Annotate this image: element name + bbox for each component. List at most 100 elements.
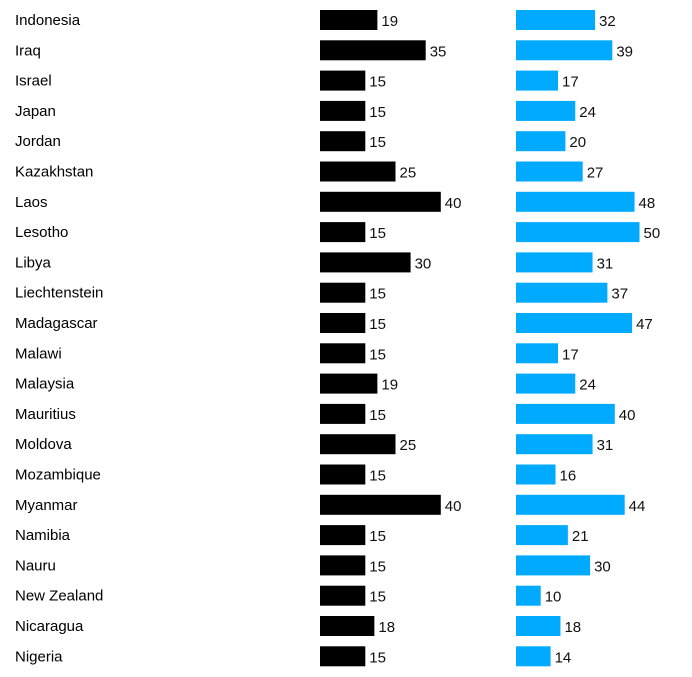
bar-series-2-jordan xyxy=(516,131,566,152)
bar-series-2-mauritius xyxy=(516,403,615,424)
category-label-israel: Israel xyxy=(15,73,52,90)
value-label-series-2-mozambique: 16 xyxy=(560,467,577,484)
category-label-namibia: Namibia xyxy=(15,527,71,544)
bar-series-2-mozambique xyxy=(516,464,556,485)
bar-series-1-liechtenstein xyxy=(320,282,366,303)
value-label-series-2-malawi: 17 xyxy=(562,346,579,363)
bar-series-2-laos xyxy=(516,191,635,212)
category-label-madagascar: Madagascar xyxy=(15,315,98,332)
category-label-kazakhstan: Kazakhstan xyxy=(15,163,93,180)
bar-series-2-kazakhstan xyxy=(516,161,583,182)
value-label-series-1-kazakhstan: 25 xyxy=(400,164,417,181)
bar-series-2-nigeria xyxy=(516,646,551,667)
value-label-series-1-jordan: 15 xyxy=(369,134,386,151)
value-label-series-2-malaysia: 24 xyxy=(579,377,596,394)
value-label-series-2-jordan: 20 xyxy=(569,134,586,151)
bar-series-1-japan xyxy=(320,100,366,121)
value-label-series-1-malaysia: 19 xyxy=(381,377,398,394)
bar-series-2-liechtenstein xyxy=(516,282,608,303)
category-label-nigeria: Nigeria xyxy=(15,648,63,665)
bar-series-2-malawi xyxy=(516,343,558,364)
bar-series-1-kazakhstan xyxy=(320,161,396,182)
bar-series-1-libya xyxy=(320,252,411,273)
series-1-bars: 19 35 15 15 15 25 40 15 30 15 15 15 19 15 25 15 40 15 15 15… xyxy=(320,10,462,667)
series-2-bars: 3239172420274850313747172440311644213010… xyxy=(516,10,661,667)
bar-series-1-lesotho xyxy=(320,222,366,243)
category-label-libya: Libya xyxy=(15,254,52,271)
bar-series-2-lesotho xyxy=(516,222,640,243)
value-label-series-1-madagascar: 15 xyxy=(369,316,386,333)
value-label-series-2-namibia: 21 xyxy=(572,528,589,545)
category-label-nicaragua: Nicaragua xyxy=(15,618,84,635)
value-label-series-2-myanmar: 44 xyxy=(629,498,646,515)
category-label-mozambique: Mozambique xyxy=(15,466,101,483)
bar-series-1-mozambique xyxy=(320,464,366,485)
value-label-series-1-nauru: 15 xyxy=(369,558,386,575)
bar-series-2-nicaragua xyxy=(516,616,561,636)
category-label-malaysia: Malaysia xyxy=(15,376,75,393)
value-label-series-2-israel: 17 xyxy=(562,74,579,91)
category-label-indonesia: Indonesia xyxy=(15,12,81,29)
value-label-series-1-nigeria: 15 xyxy=(369,649,386,666)
value-label-series-1-japan: 15 xyxy=(369,104,386,121)
bar-series-1-madagascar xyxy=(320,313,366,333)
value-label-series-2-japan: 24 xyxy=(579,104,596,121)
bar-series-2-new-zealand xyxy=(516,585,541,606)
value-label-series-1-nicaragua: 18 xyxy=(378,619,395,636)
value-label-series-2-madagascar: 47 xyxy=(636,316,653,333)
bar-series-2-iraq xyxy=(516,40,613,61)
bar-series-1-malawi xyxy=(320,343,366,364)
value-label-series-1-iraq: 35 xyxy=(430,43,447,60)
category-label-malawi: Malawi xyxy=(15,345,62,362)
category-label-jordan: Jordan xyxy=(15,133,61,150)
value-label-series-2-moldova: 31 xyxy=(597,437,614,454)
value-label-series-1-namibia: 15 xyxy=(369,528,386,545)
bar-series-2-madagascar xyxy=(516,313,633,333)
value-label-series-2-nicaragua: 18 xyxy=(564,619,581,636)
bar-series-1-nauru xyxy=(320,555,366,576)
bar-series-2-nauru xyxy=(516,555,591,576)
bar-series-2-moldova xyxy=(516,434,593,455)
bar-series-2-indonesia xyxy=(516,10,596,30)
value-label-series-1-mozambique: 15 xyxy=(369,467,386,484)
value-label-series-1-mauritius: 15 xyxy=(369,407,386,424)
value-label-series-1-lesotho: 15 xyxy=(369,225,386,242)
bar-series-1-myanmar xyxy=(320,494,441,515)
value-label-series-2-nigeria: 14 xyxy=(555,649,572,666)
bar-series-1-moldova xyxy=(320,434,396,455)
country-labels: Indonesia Iraq Israel Japan Jordan Kazakhstan… xyxy=(15,12,103,665)
bar-series-2-myanmar xyxy=(516,494,625,515)
value-label-series-2-indonesia: 32 xyxy=(599,13,616,30)
value-label-series-2-libya: 31 xyxy=(597,255,614,272)
bar-series-1-israel xyxy=(320,70,366,91)
bar-series-1-malaysia xyxy=(320,373,378,394)
bar-series-1-namibia xyxy=(320,525,366,546)
bar-series-1-jordan xyxy=(320,131,366,152)
value-label-series-1-myanmar: 40 xyxy=(445,498,462,515)
bar-series-1-laos xyxy=(320,191,441,212)
value-label-series-2-laos: 48 xyxy=(639,195,656,212)
value-label-series-1-new-zealand: 15 xyxy=(369,589,386,606)
bar-series-1-mauritius xyxy=(320,403,366,424)
category-label-liechtenstein: Liechtenstein xyxy=(15,285,103,302)
value-label-series-1-moldova: 25 xyxy=(400,437,417,454)
value-label-series-2-iraq: 39 xyxy=(616,43,633,60)
bar-series-2-malaysia xyxy=(516,373,576,394)
category-label-nauru: Nauru xyxy=(15,557,56,574)
category-label-iraq: Iraq xyxy=(15,42,41,59)
value-label-series-1-laos: 40 xyxy=(445,195,462,212)
bar-series-2-japan xyxy=(516,100,576,121)
category-label-myanmar: Myanmar xyxy=(15,497,78,514)
bar-series-1-nicaragua xyxy=(320,616,375,636)
bar-series-2-libya xyxy=(516,252,593,273)
value-label-series-1-libya: 30 xyxy=(415,255,432,272)
value-label-series-2-lesotho: 50 xyxy=(644,225,661,242)
category-label-moldova: Moldova xyxy=(15,436,72,453)
value-label-series-1-malawi: 15 xyxy=(369,346,386,363)
bar-series-1-new-zealand xyxy=(320,585,366,606)
bar-series-2-namibia xyxy=(516,525,568,546)
value-label-series-2-new-zealand: 10 xyxy=(545,589,562,606)
value-label-series-2-liechtenstein: 37 xyxy=(611,286,628,303)
bar-series-1-indonesia xyxy=(320,10,378,30)
bar-series-2-israel xyxy=(516,70,558,91)
